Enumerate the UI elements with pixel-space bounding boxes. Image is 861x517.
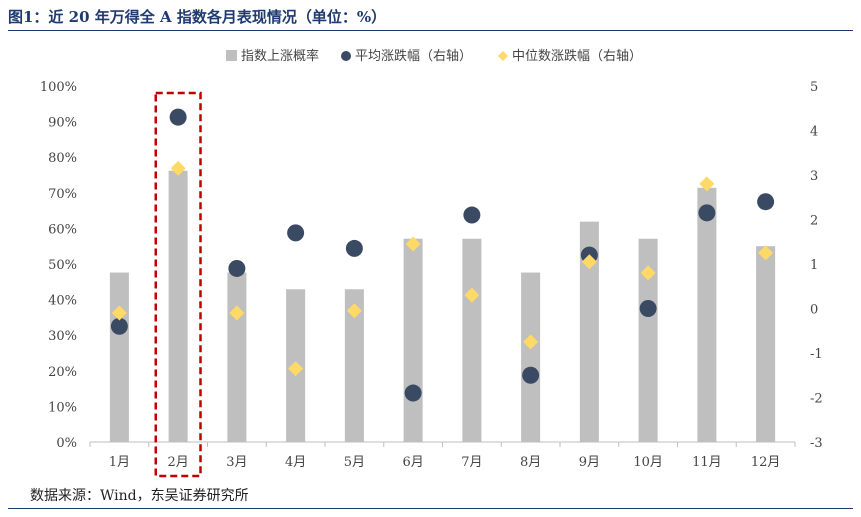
legend-swatch-mean	[341, 51, 351, 61]
right-axis: -3 -2 -1 0 1 2 3 4 5	[810, 80, 823, 451]
x-tick-label: 7月	[461, 455, 482, 470]
x-tick-label: 11月	[692, 455, 722, 470]
bar	[403, 238, 423, 442]
right-tick-label: 3	[810, 169, 818, 184]
left-tick-label: 90%	[48, 116, 77, 131]
median-point	[405, 236, 421, 252]
median-point	[464, 287, 480, 303]
bars	[109, 170, 776, 442]
left-tick-label: 50%	[48, 258, 77, 273]
bar	[697, 187, 717, 442]
left-tick-label: 30%	[48, 329, 77, 344]
x-tick-label: 12月	[751, 455, 781, 470]
x-tick-label: 1月	[109, 455, 130, 470]
left-tick-label: 100%	[40, 80, 77, 95]
right-tick-label: 0	[810, 303, 818, 318]
x-tick-label: 9月	[579, 455, 600, 470]
legend: 指数上涨概率 平均涨跌幅（右轴） 中位数涨跌幅（右轴）	[226, 48, 642, 64]
x-tick-label: 5月	[344, 455, 365, 470]
left-tick-label: 80%	[48, 151, 77, 166]
bar	[227, 272, 247, 442]
legend-swatch-median	[498, 51, 508, 61]
left-tick-label: 60%	[48, 222, 77, 237]
mean-point	[522, 366, 540, 384]
median-point	[640, 265, 656, 281]
bar	[756, 246, 776, 442]
x-tick-label: 8月	[520, 455, 541, 470]
bar	[344, 289, 364, 442]
mean-point	[169, 108, 187, 126]
x-tick-label: 3月	[226, 455, 247, 470]
legend-label: 平均涨跌幅（右轴）	[355, 48, 472, 64]
bar	[521, 272, 541, 442]
right-tick-label: 2	[810, 214, 818, 229]
mean-point	[463, 206, 481, 224]
median-point	[229, 305, 245, 321]
bar	[109, 272, 129, 442]
bar	[579, 221, 599, 442]
x-tick-label: 4月	[285, 455, 306, 470]
legend-label: 指数上涨概率	[241, 48, 319, 64]
bar	[168, 170, 188, 442]
title-divider	[8, 30, 853, 31]
mean-point	[110, 317, 128, 335]
right-tick-label: 1	[810, 258, 818, 273]
bar	[462, 238, 482, 442]
x-tick-label: 6月	[402, 455, 423, 470]
mean-point	[287, 224, 305, 242]
median-point	[758, 245, 774, 261]
median-point	[111, 305, 127, 321]
left-tick-label: 10%	[48, 400, 77, 415]
median-point	[170, 160, 186, 176]
mean-point	[228, 259, 246, 277]
mean-point	[404, 384, 422, 402]
mean-point	[345, 239, 363, 257]
median-point	[699, 176, 715, 192]
median-point	[288, 361, 304, 377]
left-tick-label: 70%	[48, 187, 77, 202]
mean-point	[639, 300, 657, 317]
left-axis: 0% 10% 20% 30% 40% 50% 60% 70% 80% 90% 100%	[40, 80, 77, 451]
right-tick-label: -3	[810, 436, 823, 451]
legend-label: 中位数涨跌幅（右轴）	[512, 48, 642, 64]
left-tick-label: 20%	[48, 365, 77, 380]
right-tick-label: 5	[810, 80, 818, 95]
highlight-box	[154, 91, 202, 478]
mean-point	[698, 204, 716, 222]
left-tick-label: 0%	[56, 436, 77, 451]
right-tick-label: 4	[810, 125, 818, 140]
x-tick-label: 2月	[167, 455, 188, 470]
median-point	[581, 254, 597, 270]
x-tick-label: 10月	[633, 455, 663, 470]
legend-swatch-bar	[226, 50, 237, 61]
mean-point	[757, 193, 775, 211]
bar	[638, 238, 658, 442]
median-point	[346, 303, 362, 319]
right-tick-label: -1	[810, 347, 823, 362]
markers	[110, 108, 775, 402]
chart: 指数上涨概率 平均涨跌幅（右轴） 中位数涨跌幅（右轴） 0%10%20%30%40%…	[40, 48, 823, 478]
left-tick-label: 40%	[48, 294, 77, 309]
right-tick-label: -2	[810, 392, 823, 407]
x-axis: 1月 2月 3月 4月 5月 6月 7月 8月 9月 10月 11月 12月	[89, 441, 796, 470]
source-note: 数据来源：Wind，东吴证券研究所	[30, 488, 249, 504]
median-point	[523, 334, 539, 350]
figure-title: 图1：近 20 年万得全 A 指数各月表现情况（单位：%）	[8, 8, 387, 26]
highlight	[154, 91, 202, 478]
footnote-divider	[8, 508, 853, 509]
